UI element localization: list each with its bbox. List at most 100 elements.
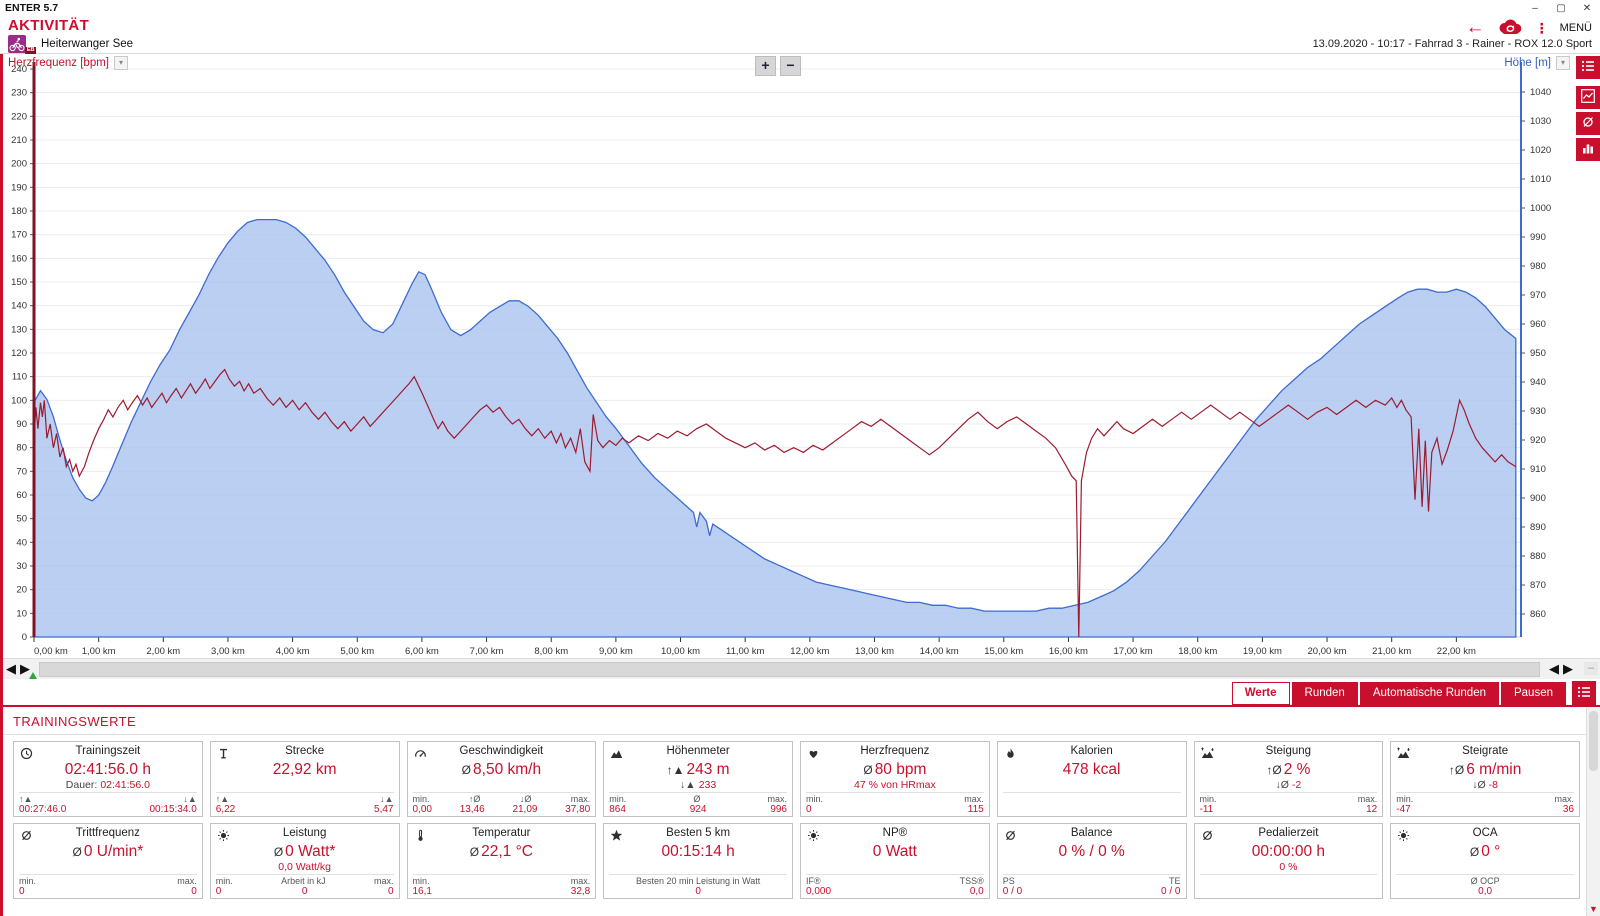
cadence-icon	[20, 829, 33, 845]
tab-automatische-runden[interactable]: Automatische Runden	[1359, 682, 1499, 705]
footer-label: TSS®	[959, 876, 984, 886]
line-chart-icon	[1581, 89, 1595, 106]
cadence-icon	[1004, 829, 1017, 845]
svg-text:230: 230	[11, 88, 27, 99]
activity-badge: EB	[25, 47, 36, 54]
tile-trainingszeit[interactable]: Trainingszeit 02:41:56.0 h Dauer: 02:41:56.…	[13, 741, 203, 817]
tab-werte[interactable]: Werte	[1231, 682, 1290, 705]
tile-herzfrequenz[interactable]: Herzfrequenz Ø 80 bpm 47 % von HRmax min. max…	[800, 741, 990, 817]
svg-text:4,00 km: 4,00 km	[276, 646, 310, 657]
footer-value: 0	[695, 886, 701, 897]
svg-text:12,00 km: 12,00 km	[790, 646, 829, 657]
zoom-in-button[interactable]: +	[755, 56, 776, 76]
values-panel: TRAININGSWERTE Trainingszeit 02:41:56.0 h…	[3, 705, 1600, 916]
scrollbar-thumb[interactable]	[1589, 711, 1598, 771]
tile-value: Ø 22,1 °C	[469, 843, 533, 860]
tab-list-button[interactable]	[1572, 681, 1596, 705]
tile-value: ↑Ø 2 %	[1266, 761, 1311, 778]
activity-chart[interactable]: 0102030405060708090100110120130140150160…	[3, 54, 1575, 658]
menu-button[interactable]: MENÜ	[1559, 22, 1592, 34]
back-arrow-icon[interactable]: ←	[1465, 17, 1485, 38]
svg-text:870: 870	[1530, 580, 1546, 591]
scroll-left-icon[interactable]: ◀	[6, 661, 16, 676]
tile-oca[interactable]: OCA Ø 0 ° Ø OCP 0,0	[1390, 823, 1580, 899]
average-button[interactable]	[1576, 112, 1600, 135]
line-chart-button[interactable]	[1576, 86, 1600, 109]
chevron-down-icon[interactable]: ▾	[114, 56, 128, 70]
tile-geschwindigkeit[interactable]: Geschwindigkeit Ø 8,50 km/h min. ↑Ø ↓Ø max. 0,0…	[406, 741, 597, 817]
tile-leistung[interactable]: Leistung Ø 0 Watt* 0,0 Watt/kg min. Arbeit in…	[209, 823, 400, 899]
footer-value: 00:27:46.0	[19, 804, 67, 815]
footer-value: 0 / 0	[1002, 886, 1023, 897]
minimize-button[interactable]: –	[1532, 2, 1538, 14]
tile-steigung[interactable]: Steigung ↑Ø 2 % ↓Ø -2 min. max. -11 12	[1193, 741, 1384, 817]
tile-kalorien[interactable]: Kalorien 478 kcal	[996, 741, 1187, 817]
tile-subvalue	[14, 861, 202, 874]
kebab-menu-icon[interactable]: ⋮	[1534, 19, 1549, 36]
tile-temperatur[interactable]: Temperatur Ø 22,1 °C min. max. 16,1 32,8	[406, 823, 597, 899]
tile-subvalue: ↓Ø -2	[1275, 779, 1302, 791]
scroll-down-icon[interactable]: ▼	[1589, 904, 1598, 914]
cloud-sync-icon[interactable]	[1496, 18, 1524, 38]
tile-title: Geschwindigkeit	[459, 745, 544, 757]
svg-text:990: 990	[1530, 232, 1546, 243]
main-content: 0 10 20 30 40 50 60 70 80 90 100 110 120 130 140 150 160…	[0, 54, 1600, 916]
scrollbar-track[interactable]	[39, 662, 1540, 677]
tile-strecke[interactable]: Strecke 22,92 km ↑▲ ↓▲ 6,22 5,47	[209, 741, 400, 817]
footer-label: min.	[1199, 794, 1217, 804]
scrollbar-thumb[interactable]	[40, 663, 1539, 676]
tile-trittfrequenz[interactable]: Trittfrequenz Ø 0 U/min* min. max. 0 0	[13, 823, 203, 899]
tile-footer: Besten 20 min Leistung in Watt 0	[609, 874, 787, 897]
slope-icon	[1397, 747, 1411, 763]
tab-runden[interactable]: Runden	[1291, 682, 1358, 705]
right-axis-selector[interactable]: Höhe [m]	[1504, 57, 1551, 69]
thermometer-icon	[414, 829, 427, 845]
scroll-right-icon[interactable]: ▶	[1563, 661, 1573, 676]
svg-text:11,00 km: 11,00 km	[726, 646, 764, 657]
close-button[interactable]: ✕	[1582, 2, 1592, 14]
left-axis-selector[interactable]: Herzfrequenz [bpm]	[8, 57, 109, 69]
svg-text:190: 190	[11, 182, 27, 193]
scroll-left-icon[interactable]: ◀	[1549, 661, 1559, 676]
tile-value: Ø 8,50 km/h	[461, 761, 542, 778]
footer-label: max.	[570, 794, 591, 804]
footer-label: ↑▲	[215, 794, 230, 804]
tile-footer: min. max. 16,1 32,8	[412, 874, 591, 897]
svg-text:210: 210	[11, 135, 27, 146]
footer-value: 32,8	[570, 886, 591, 897]
bar-chart-button[interactable]	[1576, 138, 1600, 161]
tile-steigrate[interactable]: Steigrate ↑Ø 6 m/min ↓Ø -8 min. max. -47 36	[1390, 741, 1580, 817]
footer-label: Arbeit in kJ	[281, 876, 326, 886]
tile-besten-5-km[interactable]: Besten 5 km 00:15:14 h Besten 20 min Leist…	[603, 823, 793, 899]
svg-text:15,00 km: 15,00 km	[984, 646, 1023, 657]
footer-label: ↓▲	[183, 794, 197, 804]
footer-label: max.	[373, 876, 394, 886]
tile-subvalue	[408, 779, 596, 792]
list-button[interactable]	[1576, 56, 1600, 79]
tab-pausen[interactable]: Pausen	[1500, 682, 1566, 705]
svg-text:160: 160	[11, 253, 27, 264]
distance-icon	[217, 747, 230, 763]
scroll-right-icon[interactable]: ▶	[20, 661, 30, 676]
svg-text:900: 900	[1530, 493, 1546, 504]
zoom-out-button[interactable]: −	[780, 56, 801, 76]
svg-text:980: 980	[1530, 261, 1546, 272]
panel-scrollbar[interactable]: ▼	[1586, 707, 1600, 916]
chart-scrollbar[interactable]: ◀ ▶ ◀ ▶ –	[3, 658, 1600, 679]
tile-subvalue	[801, 861, 989, 874]
svg-text:150: 150	[11, 277, 27, 288]
maximize-button[interactable]: ▢	[1556, 2, 1566, 14]
tile-np-[interactable]: NP® 0 Watt IF® TSS® 0,000 0,0	[800, 823, 990, 899]
svg-text:940: 940	[1530, 377, 1546, 388]
tile-value: ↑▲ 243 m	[666, 761, 730, 778]
tile-footer: min. ↑Ø ↓Ø max. 0,00 13,46 21,09 37,80	[412, 792, 591, 815]
collapse-icon[interactable]: –	[1584, 662, 1598, 675]
window-titlebar: ENTER 5.7 – ▢ ✕	[0, 0, 1600, 16]
footer-label: max.	[1357, 794, 1378, 804]
chevron-down-icon[interactable]: ▾	[1556, 56, 1570, 70]
